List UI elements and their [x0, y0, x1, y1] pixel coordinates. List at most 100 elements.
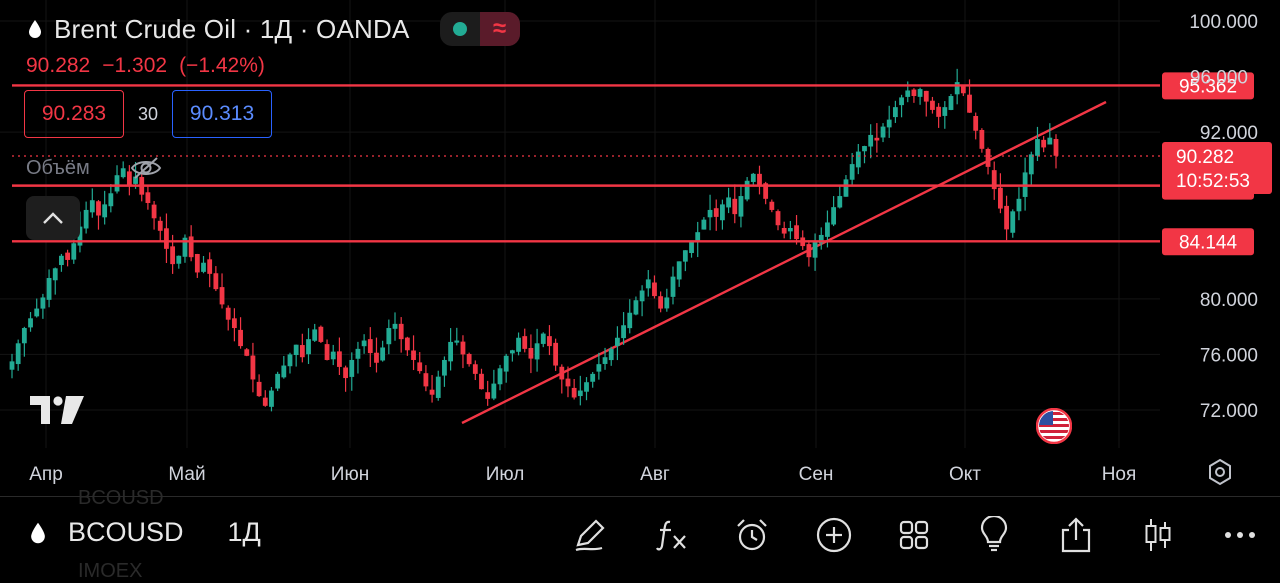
candle — [392, 312, 398, 341]
market-status-pill[interactable]: ≈ — [439, 12, 520, 46]
candle-body — [429, 389, 435, 395]
share-button[interactable] — [1056, 515, 1096, 555]
candle-body — [602, 357, 608, 364]
us-flag-icon[interactable] — [1036, 408, 1072, 444]
candle-body — [596, 364, 602, 372]
chart-type-button[interactable] — [1138, 515, 1178, 555]
candle — [818, 227, 824, 250]
last-price-badge — [1162, 142, 1272, 195]
candle-body — [460, 341, 466, 355]
candle-body — [194, 254, 200, 273]
interval-selector[interactable]: 1Д — [227, 517, 261, 547]
candle — [34, 298, 40, 318]
candle-body — [52, 268, 58, 281]
drawing-tool-button[interactable] — [570, 515, 610, 555]
candle — [21, 326, 27, 357]
candle-body — [930, 100, 935, 110]
symbol-selector[interactable]: BCOUSD 1Д — [30, 517, 261, 548]
candle — [1053, 134, 1059, 169]
candle-body — [670, 276, 676, 297]
candle-body — [89, 200, 95, 213]
eye-hidden-icon[interactable] — [130, 156, 162, 180]
bar-countdown-label: 10:52:53 — [1176, 171, 1250, 192]
candle-body — [28, 318, 33, 328]
candle-body — [960, 85, 966, 94]
ghost-symbol-top: BCOUSD — [78, 487, 164, 509]
candle-body — [682, 250, 688, 262]
candle-body — [299, 345, 305, 358]
candle-body — [324, 344, 330, 360]
symbol-name[interactable]: BCOUSD — [68, 517, 184, 547]
candle — [670, 266, 676, 305]
candle — [120, 161, 126, 179]
candle-body — [442, 359, 447, 376]
candle — [46, 269, 52, 308]
candle-body — [114, 175, 120, 192]
level-badge — [1162, 228, 1254, 256]
candle — [380, 340, 386, 362]
chart-header[interactable]: Brent Crude Oil · 1Д · OANDA ≈ — [28, 12, 520, 46]
wave-icon: ≈ — [479, 12, 520, 46]
ideas-button[interactable] — [974, 515, 1014, 555]
layout-button[interactable] — [894, 515, 934, 555]
candle — [602, 347, 608, 370]
candle-body — [831, 207, 837, 225]
candle — [324, 339, 330, 361]
candle — [219, 273, 225, 309]
candle — [695, 221, 701, 258]
candle-body — [423, 373, 429, 387]
last-price-label: 90.282 — [1176, 147, 1234, 168]
candle-body — [886, 119, 892, 128]
candle — [404, 336, 410, 356]
candle-body — [312, 329, 318, 341]
candle-body — [435, 376, 441, 398]
candle-body — [868, 134, 874, 147]
axis-settings-icon[interactable] — [1206, 458, 1234, 486]
candle — [1010, 209, 1016, 238]
candle — [701, 217, 707, 230]
candle-body — [757, 173, 762, 187]
candle-body — [534, 343, 540, 360]
candle — [757, 165, 762, 195]
candle-body — [713, 208, 719, 217]
candle-body — [238, 329, 243, 347]
candle — [306, 328, 311, 364]
candle-body — [769, 201, 775, 210]
candle-body — [34, 308, 40, 317]
candle — [991, 161, 997, 200]
candle-body — [732, 198, 738, 215]
indicators-button[interactable] — [652, 515, 692, 555]
symbol-title[interactable]: Brent Crude Oil · 1Д · OANDA — [54, 13, 410, 44]
candle — [849, 153, 855, 185]
more-button[interactable] — [1220, 515, 1260, 555]
candle-body — [182, 237, 188, 257]
alert-button[interactable] — [732, 515, 772, 555]
candle — [244, 348, 250, 357]
sell-button[interactable]: 90.283 — [24, 90, 124, 138]
buy-button[interactable]: 90.313 — [172, 90, 273, 138]
candle-body — [522, 336, 528, 349]
candle — [652, 275, 657, 299]
candle — [812, 233, 818, 271]
candle-body — [862, 146, 867, 152]
candle-body — [164, 228, 169, 249]
collapse-legend-button[interactable] — [26, 196, 80, 240]
candle — [503, 353, 509, 383]
oil-drop-icon — [31, 522, 45, 543]
candle-body — [738, 196, 744, 217]
candle-body — [201, 262, 206, 272]
add-button[interactable] — [814, 515, 854, 555]
candle-body — [979, 129, 985, 149]
candle — [460, 335, 466, 369]
candle — [231, 308, 237, 342]
candle-body — [1010, 211, 1016, 233]
candle-body — [454, 340, 460, 343]
candle-body — [998, 187, 1003, 209]
candle — [917, 87, 923, 105]
candle — [806, 240, 812, 267]
candle — [559, 364, 565, 394]
candle-body — [652, 282, 657, 297]
candle-body — [330, 351, 336, 360]
candle-body — [503, 355, 509, 372]
